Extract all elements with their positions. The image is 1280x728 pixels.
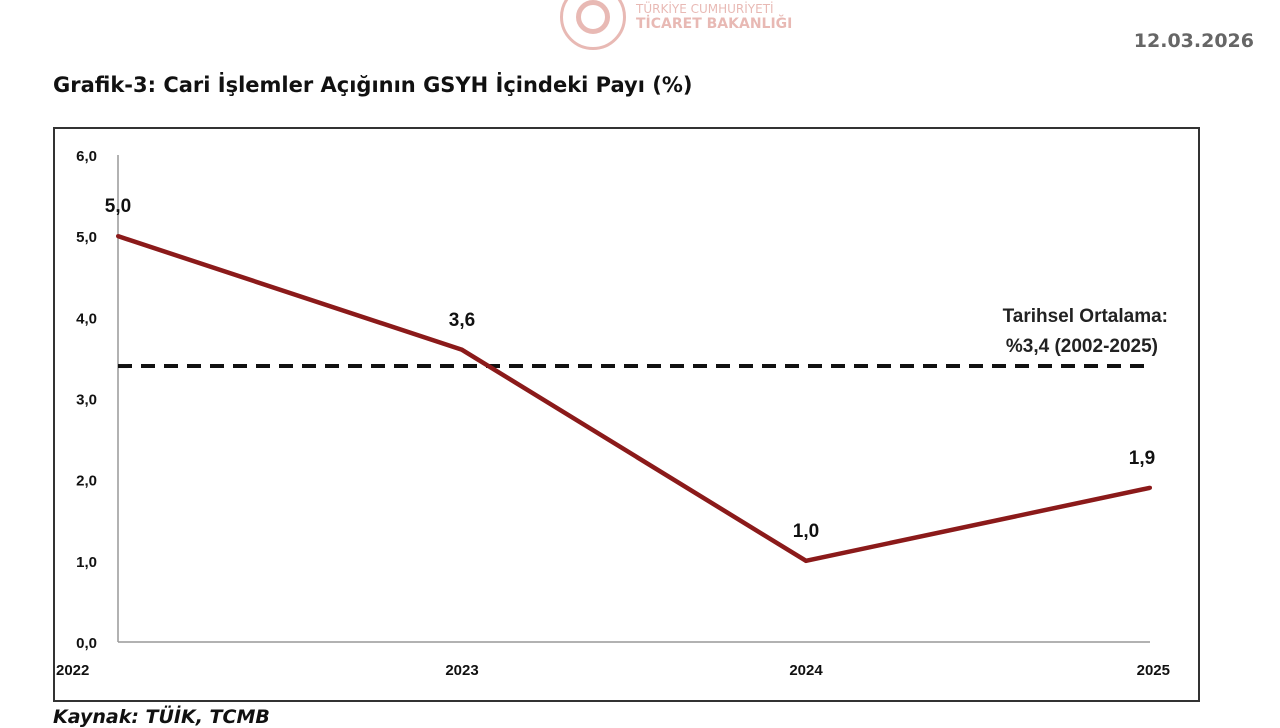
- reference-label-line1: Tarihsel Ortalama:: [1003, 306, 1168, 327]
- data-label: 3,6: [449, 310, 475, 331]
- seal-icon: [560, 0, 626, 50]
- y-tick-label: 4,0: [76, 310, 97, 327]
- chart-frame: [53, 127, 1200, 702]
- data-label: 1,0: [793, 521, 819, 542]
- logo-line2: TİCARET BAKANLIĞI: [636, 16, 793, 32]
- y-tick-label: 3,0: [76, 392, 97, 409]
- y-tick-label: 2,0: [76, 473, 97, 490]
- y-tick-label: 5,0: [76, 229, 97, 246]
- x-tick-label: 2025: [1137, 662, 1170, 679]
- date: 12.03.2026: [1133, 30, 1254, 52]
- chart-title: Grafik-3: Cari İşlemler Açığının GSYH İç…: [53, 73, 693, 97]
- ministry-logo: TÜRKİYE CUMHURİYETİ TİCARET BAKANLIĞI: [560, 0, 792, 50]
- y-tick-label: 0,0: [76, 635, 97, 652]
- x-tick-label: 2023: [445, 662, 478, 679]
- x-tick-label: 2022: [56, 662, 89, 679]
- x-tick-label: 2024: [789, 662, 823, 679]
- y-tick-label: 1,0: [76, 554, 97, 571]
- data-point: [1148, 485, 1152, 490]
- logo-line1: TÜRKİYE CUMHURİYETİ: [636, 2, 774, 16]
- reference-label-line2: %3,4 (2002-2025): [1006, 336, 1158, 357]
- data-point: [460, 347, 464, 352]
- data-label: 5,0: [105, 196, 131, 217]
- data-label: 1,9: [1129, 448, 1155, 469]
- y-tick-label: 6,0: [76, 148, 97, 165]
- source-note: Kaynak: TÜİK, TCMB: [53, 706, 270, 728]
- data-point: [804, 558, 808, 563]
- series-line: [117, 234, 1151, 564]
- data-point: [116, 234, 120, 239]
